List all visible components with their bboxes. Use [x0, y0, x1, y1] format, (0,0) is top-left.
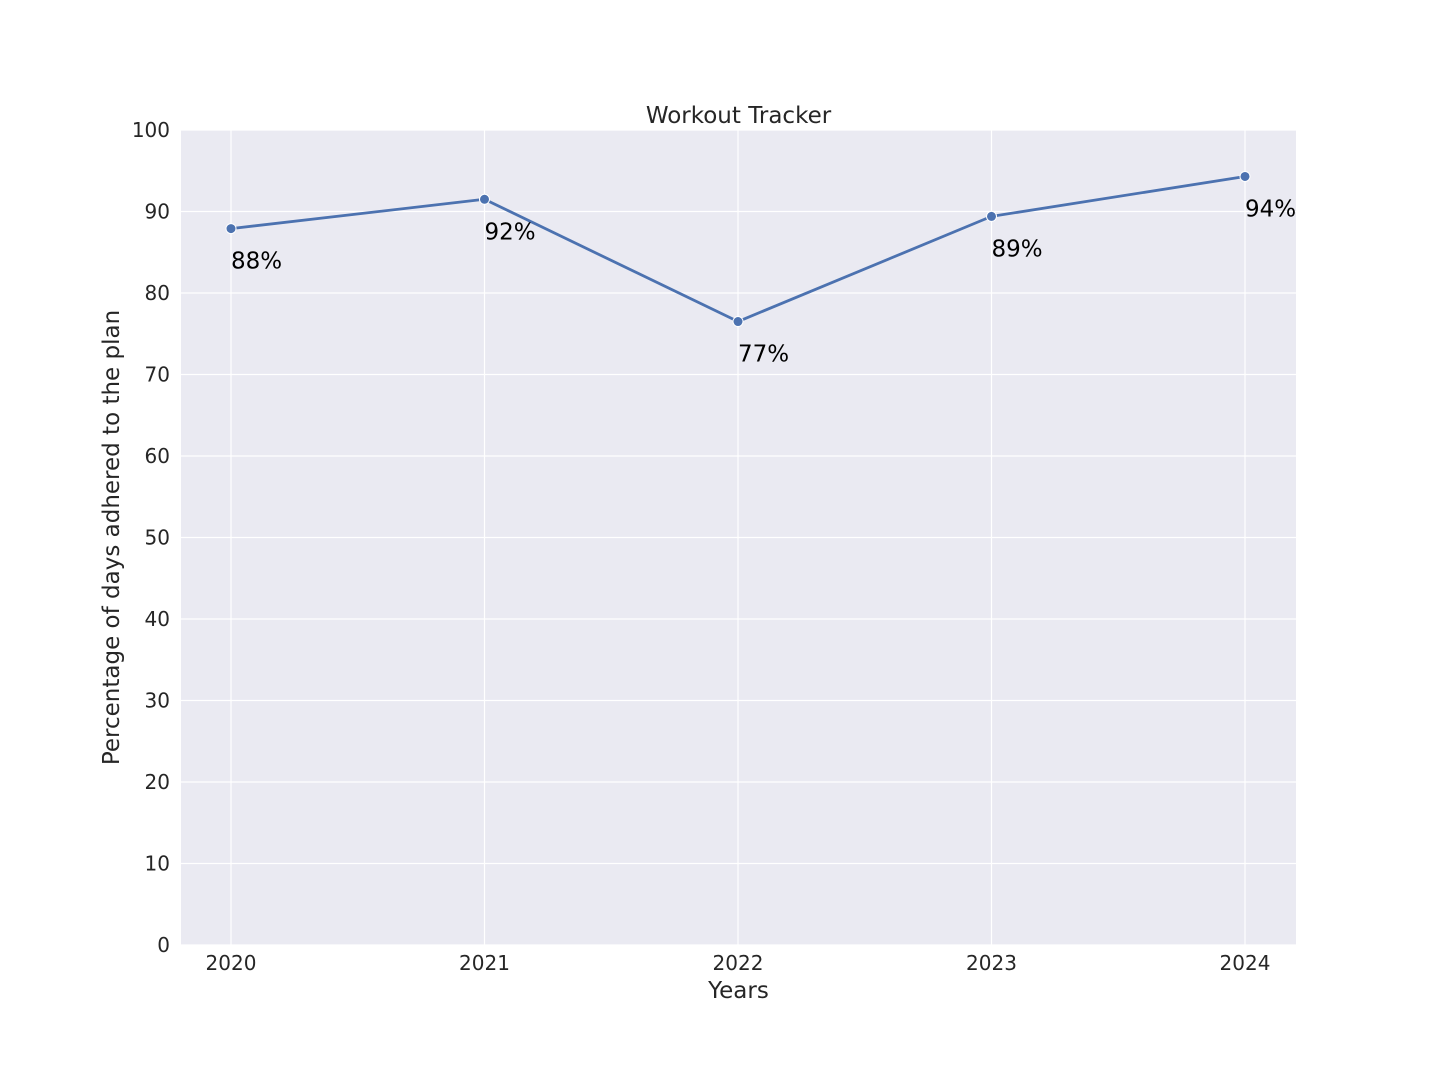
y-tick-label: 20 — [145, 770, 170, 794]
y-tick-label: 100 — [132, 118, 170, 142]
x-axis-label: Years — [707, 978, 769, 1004]
y-tick-label: 60 — [145, 444, 170, 468]
y-tick-label: 30 — [145, 689, 170, 713]
data-label: 77% — [738, 342, 789, 368]
data-label: 89% — [992, 236, 1043, 262]
y-axis-label: Percentage of days adhered to the plan — [99, 310, 125, 765]
x-axis-ticks: 2020 2021 2022 2023 2024 — [206, 951, 1271, 975]
data-point — [732, 316, 744, 328]
series-group: 88% 92% 77% 89% 94% — [225, 170, 1296, 368]
data-point — [986, 210, 997, 222]
x-tick-label: 2021 — [459, 951, 510, 975]
x-tick-label: 2024 — [1220, 951, 1271, 975]
data-point — [1239, 170, 1251, 182]
grid — [181, 129, 1296, 946]
x-tick-label: 2023 — [966, 951, 1017, 975]
data-point — [479, 193, 490, 205]
chart-title: Workout Tracker — [646, 103, 832, 129]
y-tick-label: 50 — [145, 526, 170, 550]
y-tick-label: 0 — [157, 933, 170, 957]
x-tick-label: 2022 — [713, 951, 764, 975]
y-tick-label: 70 — [145, 363, 170, 387]
data-point — [225, 223, 237, 235]
y-tick-label: 10 — [145, 852, 170, 876]
y-tick-label: 90 — [145, 200, 170, 224]
data-label: 92% — [485, 219, 536, 245]
x-tick-label: 2020 — [206, 951, 257, 975]
data-label: 94% — [1245, 196, 1296, 222]
y-tick-label: 40 — [145, 607, 170, 631]
y-tick-label: 80 — [145, 281, 170, 305]
data-label: 88% — [231, 249, 282, 275]
y-axis-ticks: 0 10 20 30 40 50 60 70 80 90 100 — [132, 118, 170, 957]
